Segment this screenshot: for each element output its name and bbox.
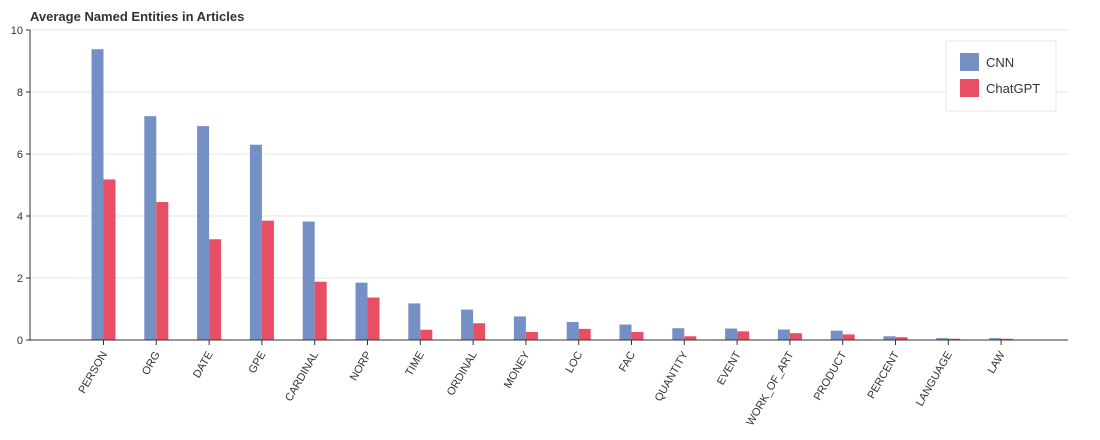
- x-tick-label: MONEY: [502, 349, 533, 391]
- x-tick-label: ORG: [140, 350, 163, 378]
- legend-label-cnn: CNN: [986, 55, 1014, 70]
- bar-cnn-law: [989, 338, 1002, 340]
- bar-cnn-quantity: [672, 328, 685, 340]
- x-tick-label: ORDINAL: [445, 349, 480, 397]
- x-tick-label: LOC: [564, 349, 586, 375]
- bar-chatgpt-gpe: [261, 220, 274, 340]
- x-tick-label: CARDINAL: [283, 350, 321, 404]
- bar-chatgpt-language: [948, 338, 961, 340]
- bar-chatgpt-date: [209, 239, 222, 340]
- bar-chatgpt-norp: [367, 297, 380, 340]
- bar-cnn-gpe: [249, 144, 262, 340]
- bars: [91, 49, 1014, 341]
- bar-chatgpt-product: [842, 334, 855, 340]
- x-tick-label: TIME: [403, 350, 427, 379]
- bar-chatgpt-work-of-art: [789, 333, 802, 340]
- bar-cnn-loc: [566, 322, 579, 340]
- x-tick-label: FAC: [617, 349, 638, 374]
- x-tick-label: GPE: [246, 350, 268, 376]
- x-tick-label: DATE: [191, 350, 216, 381]
- legend-swatch-chatgpt: [960, 79, 979, 97]
- bar-cnn-norp: [355, 282, 368, 340]
- bar-chatgpt-fac: [631, 331, 644, 340]
- x-tick-label: LAW: [986, 349, 1008, 376]
- bar-cnn-work-of-art: [777, 329, 790, 340]
- legend-swatch-cnn: [960, 53, 979, 71]
- bar-chatgpt-time: [420, 329, 433, 340]
- y-tick-label: 10: [11, 25, 23, 37]
- bar-cnn-org: [144, 116, 157, 341]
- x-tick-label: PERSON: [76, 349, 110, 395]
- bar-cnn-person: [91, 49, 104, 340]
- x-tick-label: LANGUAGE: [914, 350, 955, 409]
- bar-cnn-product: [830, 330, 843, 340]
- y-tick-label: 0: [17, 335, 23, 347]
- bar-cnn-language: [936, 338, 949, 340]
- x-tick-label: WORK_OF_ART: [744, 349, 796, 428]
- x-tick-label: QUANTITY: [653, 349, 692, 404]
- bar-cnn-ordinal: [461, 309, 474, 340]
- bar-chatgpt-law: [1001, 338, 1014, 340]
- y-tick-label: 4: [17, 211, 23, 223]
- chart-title: Average Named Entities in Articles: [30, 9, 244, 24]
- grid-lines: [30, 29, 1068, 279]
- bar-cnn-time: [408, 303, 421, 340]
- bar-chatgpt-percent: [895, 337, 908, 340]
- bar-cnn-money: [513, 316, 526, 340]
- bar-chatgpt-cardinal: [314, 281, 327, 340]
- bar-cnn-date: [197, 126, 210, 340]
- bar-chatgpt-org: [156, 202, 169, 340]
- bar-chatgpt-money: [525, 331, 538, 340]
- bar-cnn-event: [725, 328, 738, 340]
- bar-cnn-cardinal: [302, 221, 315, 340]
- x-axis-ticks: PERSON ORG DATE GPE CARDINAL NORP TIME ORDINAL M…: [76, 340, 1008, 428]
- y-tick-label: 2: [17, 273, 23, 285]
- legend-label-chatgpt: ChatGPT: [986, 81, 1040, 96]
- bar-cnn-percent: [883, 336, 896, 340]
- x-tick-label: PERCENT: [865, 349, 902, 401]
- bar-cnn-fac: [619, 324, 632, 340]
- bar-chatgpt-event: [737, 331, 750, 340]
- y-axis-ticks: 0 2 4 6 8 10: [11, 25, 30, 347]
- x-tick-label: PRODUCT: [812, 349, 850, 402]
- x-tick-label: EVENT: [715, 349, 744, 387]
- bar-chatgpt-ordinal: [473, 323, 486, 340]
- legend-box: [945, 40, 1057, 112]
- legend: CNN ChatGPT: [945, 40, 1057, 112]
- bar-chatgpt-loc: [578, 328, 591, 340]
- bar-chatgpt-quantity: [684, 336, 697, 340]
- x-tick-label: NORP: [348, 350, 374, 384]
- y-tick-label: 6: [17, 149, 23, 161]
- y-tick-label: 8: [17, 87, 23, 99]
- bar-chatgpt-person: [103, 179, 116, 340]
